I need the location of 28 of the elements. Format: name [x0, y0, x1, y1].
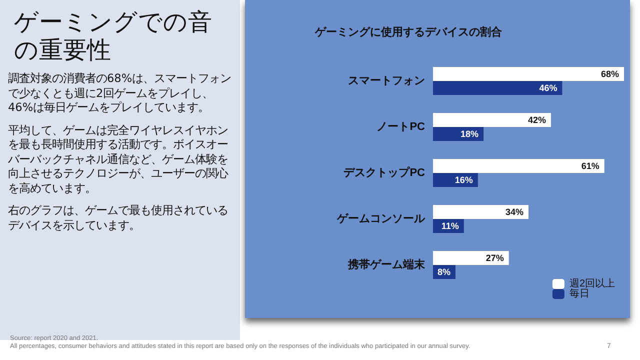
y-tick-label: スマートフォン [348, 75, 425, 87]
chart-subtitle: ゲーミングに使用するデバイスの割合 [314, 26, 503, 38]
data-label: 27% [486, 253, 504, 263]
y-tick-label: ゲームコンソール [336, 213, 426, 225]
bar [433, 205, 528, 219]
data-label: 18% [460, 129, 479, 139]
data-label: 34% [505, 207, 524, 217]
y-tick-label: ノートPC [376, 121, 426, 133]
text: ゲーミングでの音の重要性 [14, 8, 213, 64]
text: 平均して、ゲームは完全ワイヤレスイヤホンを最も長時間使用する活動です。ボイスオーバーバックチャネル通信など、ゲーム体験を向上させるテクノロジーが、ユーザーの関心を高めています。 [8, 124, 230, 196]
legend-label: 毎日 [569, 288, 590, 300]
data-label: 8% [437, 267, 450, 277]
bar [433, 81, 562, 95]
bar [433, 113, 551, 127]
bar [433, 251, 509, 265]
legend-label: 週2回以上 [569, 278, 615, 290]
bar [433, 67, 624, 81]
data-label: 16% [454, 175, 473, 185]
bar [433, 159, 604, 173]
data-label: 68% [600, 69, 619, 79]
data-label: 61% [581, 161, 600, 171]
data-label: 42% [528, 115, 546, 125]
y-tick-label: 携帯ゲーム端末 [347, 258, 426, 271]
y-tick-label: デスクトップPC [344, 166, 426, 179]
data-label: 46% [539, 83, 558, 93]
data-label: 11% [441, 221, 459, 231]
text: 調査対象の消費者の68%は、スマートフォンで少なくとも週に2回ゲームをプレイし、46%は毎日ゲームをプレイしています。 [8, 72, 232, 116]
text: 右のグラフは、ゲームで最も使用されているデバイスを示しています。 [8, 204, 229, 233]
